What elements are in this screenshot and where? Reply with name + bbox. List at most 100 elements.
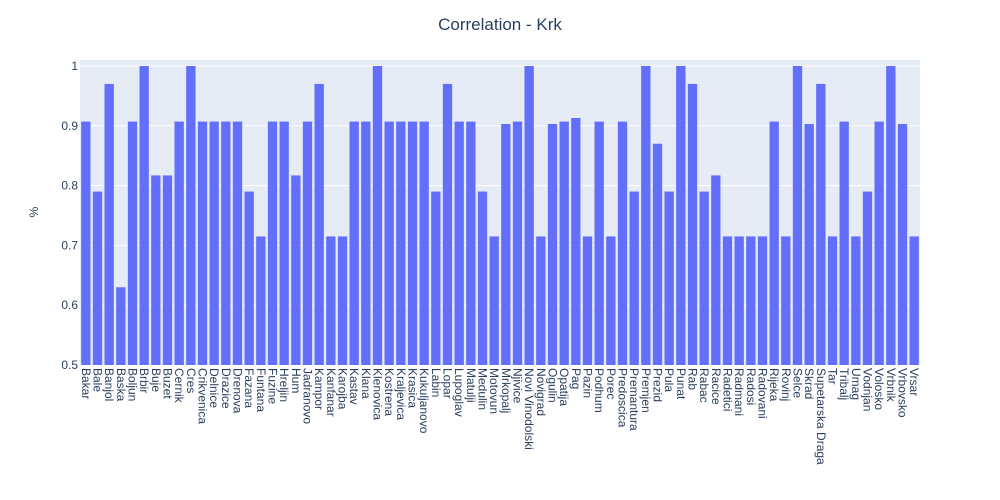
x-tick-label: Funtana (254, 368, 268, 412)
x-tick-label: Rijeka (767, 368, 781, 402)
bar (851, 236, 861, 365)
x-tick-label: Racice (709, 368, 723, 405)
bar (629, 191, 639, 365)
bar (349, 121, 359, 365)
x-tick-label: Cres (184, 368, 198, 393)
x-tick-label: Mrkopalj (499, 368, 513, 413)
y-tick-label: 0.9 (61, 119, 78, 133)
x-tick-label: Kastav (347, 368, 361, 405)
x-tick-label: Karojba (336, 368, 350, 410)
y-tick-label: 0.5 (61, 358, 78, 372)
x-tick-label: Kostrena (382, 368, 396, 416)
x-tick-label: Rabac (697, 368, 711, 403)
chart-title: Correlation - Krk (438, 15, 562, 34)
bar (734, 236, 744, 365)
bar (151, 175, 161, 365)
bar (104, 83, 114, 365)
bar (431, 191, 441, 365)
bar (781, 236, 791, 365)
x-tick-label: Delnice (207, 368, 221, 408)
bar (827, 236, 838, 365)
x-tick-label: Radosi (744, 368, 758, 405)
bar (652, 143, 663, 365)
x-tick-label: Bale (91, 368, 105, 392)
bar (337, 236, 348, 365)
bar (127, 121, 138, 365)
bar (862, 191, 873, 365)
bar (769, 121, 779, 365)
y-tick-label: 0.6 (61, 298, 78, 312)
x-tick-label: Kukuljanovo (417, 368, 431, 434)
x-tick-label: Pag (569, 368, 583, 389)
x-tick-label: Skrad (802, 368, 816, 399)
x-tick-label: Podhum (592, 368, 606, 413)
bar (687, 83, 698, 365)
x-tick-label: Jadranovo (301, 368, 315, 424)
bar (314, 83, 324, 365)
x-tick-label: Brbir (137, 368, 151, 393)
bar (839, 121, 849, 365)
x-tick-label: Buzet (161, 368, 175, 399)
x-tick-label: Premjen (639, 368, 653, 413)
bar (466, 121, 476, 365)
bar (524, 65, 534, 365)
x-tick-label: Radetici (721, 368, 735, 411)
x-tick-label: Vrsar (907, 368, 921, 396)
bar (454, 121, 464, 365)
x-tick-label: Novigrad (534, 368, 548, 416)
y-axis-label: % (27, 206, 41, 217)
bar (279, 121, 289, 365)
x-tick-label: Hum (289, 368, 303, 393)
x-tick-label: Drazice (219, 368, 233, 409)
x-tick-label: Labin (429, 368, 443, 397)
x-tick-label: Premantura (627, 368, 641, 431)
bar (384, 121, 394, 365)
x-tick-label: Klenovica (371, 368, 385, 420)
y-tick-label: 0.8 (61, 179, 78, 193)
x-tick-label: Lopar (441, 368, 455, 399)
bar (746, 236, 756, 365)
x-tick-label: Prezid (651, 368, 665, 402)
bar (582, 236, 593, 365)
x-tick-label: Selce (791, 368, 805, 398)
x-tick-label: Radovani (756, 368, 770, 419)
x-tick-label: Radmani (732, 368, 746, 416)
x-tick-label: Lupoglav (452, 368, 466, 417)
bar (407, 121, 418, 365)
x-tick-label: Fazana (242, 368, 256, 408)
x-tick-label: Motovun (487, 368, 501, 414)
y-tick-label: 1 (71, 59, 78, 73)
x-tick-label: Cernik (172, 368, 186, 404)
bar (489, 236, 499, 365)
bar (676, 65, 686, 365)
x-tick-label: Umag (849, 368, 863, 400)
x-tick-label: Rab (686, 368, 700, 390)
x-tick-label: Crikvenica (196, 368, 210, 424)
y-tick-label: 0.7 (61, 238, 78, 252)
bar (699, 191, 709, 365)
x-tick-label: Kraljevica (394, 368, 408, 420)
bar (757, 236, 768, 365)
x-tick-label: Klana (359, 368, 373, 399)
x-tick-label: Novi Vinodolski (522, 368, 536, 450)
x-tick-label: Volosko (872, 368, 886, 410)
x-tick-label: Banjol (102, 368, 116, 401)
bar (396, 121, 406, 365)
x-tick-label: Kanfanar (324, 368, 338, 417)
bar (512, 121, 523, 365)
bar (547, 123, 558, 365)
bar (291, 175, 301, 365)
bar (267, 121, 278, 365)
x-tick-label: Tar (826, 368, 840, 385)
bar (711, 175, 721, 365)
x-tick-label: Boljun (126, 368, 140, 401)
bar (792, 65, 803, 365)
x-tick-label: Krasica (406, 368, 420, 408)
bar (139, 65, 149, 365)
bar (302, 121, 313, 365)
x-tick-label: Medulin (476, 368, 490, 410)
bar (606, 236, 616, 365)
x-tick-label: Supetarska Draga (814, 368, 828, 465)
bar (897, 123, 908, 365)
